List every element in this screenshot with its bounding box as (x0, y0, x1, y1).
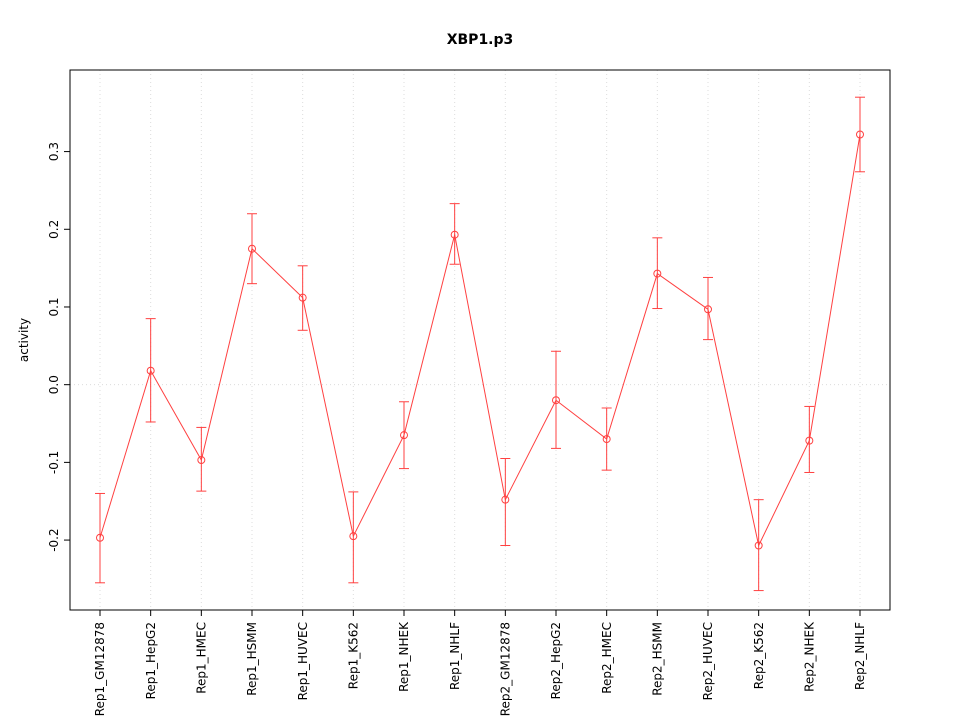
x-tick-label: Rep1_GM12878 (93, 622, 107, 716)
y-tick-label: 0.2 (47, 220, 61, 239)
data-point (805, 436, 814, 445)
data-point (602, 435, 611, 444)
x-tick-label: Rep2_HMEC (600, 622, 614, 694)
data-point (552, 396, 560, 405)
data-point (704, 305, 712, 314)
data-point (450, 230, 459, 239)
data-point (298, 293, 307, 302)
data-point (349, 532, 358, 541)
x-tick-label: Rep1_HMEC (195, 622, 209, 694)
x-tick-label: Rep2_HUVEC (701, 622, 715, 700)
data-point (197, 456, 206, 465)
x-tick-label: Rep2_NHEK (803, 621, 817, 692)
y-tick-label: 0.0 (47, 375, 61, 394)
x-tick-label: Rep1_NHEK (397, 621, 411, 692)
x-tick-label: Rep2_NHLF (853, 622, 867, 690)
y-tick-label: -0.2 (47, 528, 61, 551)
data-point (754, 541, 763, 550)
data-line (99, 134, 861, 548)
x-tick-label: Rep1_HSMM (245, 622, 259, 696)
y-axis-label: activity (17, 318, 31, 362)
x-tick-label: Rep1_K562 (347, 622, 361, 689)
data-point (653, 269, 662, 278)
data-point (400, 431, 408, 440)
data-point (856, 130, 864, 139)
y-tick-label: -0.1 (47, 451, 61, 474)
data-point (248, 244, 256, 253)
x-tick-label: Rep1_HepG2 (144, 622, 158, 699)
chart-title: XBP1.p3 (447, 32, 514, 48)
x-tick-label: Rep2_GM12878 (499, 622, 513, 716)
x-tick-label: Rep2_HepG2 (549, 622, 563, 699)
data-point (501, 495, 510, 504)
data-point (96, 533, 104, 542)
x-tick-label: Rep2_HSMM (651, 622, 665, 696)
y-tick-label: 0.1 (47, 297, 61, 316)
x-tick-label: Rep2_K562 (752, 622, 766, 689)
x-tick-label: Rep1_HUVEC (296, 622, 310, 700)
data-point (146, 366, 155, 375)
plot-border (69, 69, 891, 611)
y-tick-label: 0.3 (47, 142, 61, 161)
x-tick-label: Rep1_NHLF (448, 622, 462, 690)
